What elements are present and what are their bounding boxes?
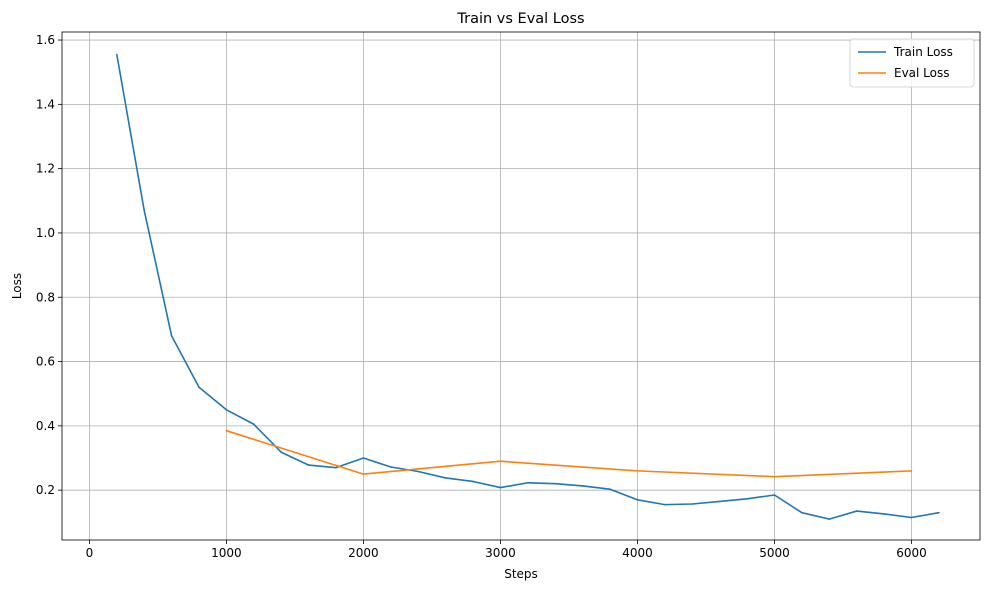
data-point [718, 500, 721, 503]
data-point [828, 518, 831, 520]
data-point [883, 513, 885, 515]
data-point [225, 429, 228, 432]
data-point [362, 457, 365, 459]
legend: Train Loss Eval Loss [849, 38, 975, 88]
y-tick-label: 1.2 [36, 162, 55, 176]
data-point [855, 510, 858, 512]
y-tick-label: 0.8 [36, 290, 55, 304]
series-0 [116, 53, 940, 520]
data-point [143, 209, 146, 212]
series-layer [116, 53, 940, 520]
data-point [910, 470, 913, 472]
series-line [226, 429, 912, 478]
data-point [938, 511, 940, 514]
data-point [664, 503, 666, 506]
legend-label: Eval Loss [894, 66, 950, 80]
x-tick-label: 6000 [896, 546, 927, 560]
data-point [554, 482, 557, 485]
y-tick-label: 1.0 [36, 226, 55, 240]
data-point [773, 475, 776, 478]
data-point [362, 473, 365, 475]
y-tick-label: 0.4 [36, 419, 55, 433]
y-tick-label: 1.4 [36, 97, 55, 111]
data-point [307, 464, 310, 466]
y-tick-label: 0.6 [36, 355, 55, 369]
data-point [801, 511, 803, 514]
data-point [280, 451, 283, 454]
data-point [472, 480, 474, 483]
data-point [198, 386, 200, 389]
x-axis-ticks: 0 1000 2000 3000 4000 5000 6000 [86, 540, 927, 560]
data-point [609, 488, 611, 491]
data-point [499, 460, 502, 463]
data-point [746, 498, 748, 500]
x-tick-label: 4000 [622, 546, 653, 560]
y-tick-label: 0.2 [36, 483, 55, 497]
grid [62, 32, 980, 540]
data-point [417, 470, 420, 473]
legend-label: Train Loss [893, 45, 953, 59]
x-tick-label: 1000 [211, 546, 242, 560]
data-point [225, 408, 228, 411]
data-point [527, 481, 529, 484]
data-point [499, 486, 502, 489]
data-point [253, 423, 255, 426]
data-point [444, 477, 447, 479]
x-tick-label: 3000 [485, 546, 516, 560]
data-point [170, 335, 173, 337]
y-axis-ticks: 0.2 0.4 0.6 0.8 1.0 1.2 1.4 1.6 [36, 33, 62, 497]
legend-item: Train Loss [858, 45, 953, 59]
x-axis-label: Steps [504, 567, 538, 581]
y-tick-label: 1.6 [36, 33, 55, 47]
plot-area-frame [61, 31, 981, 541]
x-tick-label: 5000 [759, 546, 790, 560]
data-point [636, 499, 639, 501]
y-axis-label: Loss [10, 273, 24, 299]
data-point [390, 466, 392, 468]
legend-box [849, 38, 975, 88]
data-point [636, 470, 639, 472]
data-point [116, 53, 118, 56]
x-tick-label: 0 [86, 546, 94, 560]
data-point [335, 466, 337, 469]
legend-item: Eval Loss [858, 66, 950, 80]
x-tick-label: 2000 [348, 546, 379, 560]
series-1 [225, 429, 913, 478]
data-point [910, 516, 913, 519]
chart-title: Train vs Eval Loss [456, 11, 584, 27]
data-point [581, 485, 584, 487]
data-point [691, 503, 694, 505]
data-point [773, 494, 776, 496]
